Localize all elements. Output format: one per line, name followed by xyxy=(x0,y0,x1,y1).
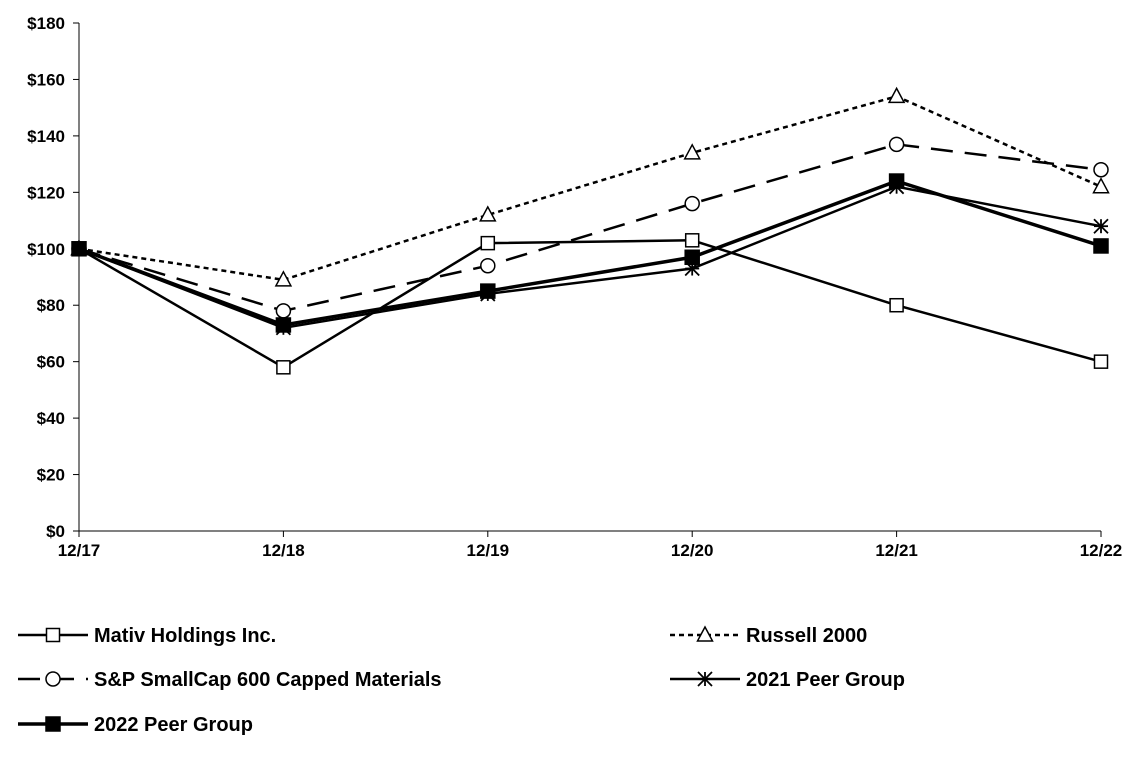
data-point-series-3 xyxy=(684,195,700,212)
x-tick-label: 12/18 xyxy=(262,541,305,560)
x-axis-ticks: 12/17 12/18 12/19 12/20 12/21 12/22 xyxy=(58,531,1123,560)
data-point-series-3 xyxy=(888,136,905,153)
series-line-2 xyxy=(78,95,1102,282)
series-lines xyxy=(78,95,1102,369)
y-tick-label: $180 xyxy=(27,14,65,33)
legend-label: S&P SmallCap 600 Capped Materials xyxy=(94,669,442,691)
legend-marker xyxy=(696,625,714,642)
legend-label: Russell 2000 xyxy=(746,625,867,647)
data-point-series-1 xyxy=(1093,354,1109,369)
data-point-series-1 xyxy=(684,233,700,248)
data-point-series-3 xyxy=(1093,162,1109,178)
plot-area: $0 $20 $40 $60 $80 $100 $120 $140 $160 $180 12/17… xyxy=(27,14,1122,560)
y-axis-ticks: $0 $20 $40 $60 $80 $100 $120 $140 $160 $180 xyxy=(27,14,79,541)
data-point-series-2 xyxy=(683,143,701,160)
y-tick-label: $160 xyxy=(27,70,65,89)
legend-item-5: 2022 Peer Group xyxy=(18,714,253,736)
data-point-series-2 xyxy=(479,205,497,222)
data-point-series-2 xyxy=(887,86,906,104)
y-tick-label: $40 xyxy=(37,409,65,428)
data-point-series-1 xyxy=(889,297,904,313)
legend-marker xyxy=(45,627,61,643)
data-point-series-5 xyxy=(480,283,496,299)
legend-marker xyxy=(697,671,713,687)
series-line-3 xyxy=(78,143,1102,313)
y-tick-label: $80 xyxy=(37,296,65,315)
data-point-series-5 xyxy=(684,249,700,265)
x-tick-label: 12/21 xyxy=(875,541,918,560)
data-point-series-3 xyxy=(480,257,496,274)
y-tick-label: $20 xyxy=(37,466,65,485)
legend-label: 2021 Peer Group xyxy=(746,669,905,691)
legend-item-1: Mativ Holdings Inc. xyxy=(18,625,276,647)
y-tick-label: $140 xyxy=(27,127,65,146)
data-point-series-5 xyxy=(888,173,905,189)
legend-marker xyxy=(45,716,61,732)
legend-item-2: Russell 2000 xyxy=(670,625,867,647)
legend-item-3: S&P SmallCap 600 Capped Materials xyxy=(18,669,442,691)
legend-marker xyxy=(45,671,61,687)
y-tick-label: $120 xyxy=(27,183,65,202)
data-point-series-1 xyxy=(480,235,496,251)
data-point-series-4 xyxy=(1093,218,1109,234)
series-markers xyxy=(70,86,1110,375)
legend: Mativ Holdings Inc. Russell 2000 S&P Small… xyxy=(18,625,905,736)
x-tick-label: 12/19 xyxy=(467,541,510,560)
data-point-series-5 xyxy=(275,317,292,333)
data-point-series-2 xyxy=(1092,177,1110,194)
data-point-series-5 xyxy=(71,241,87,257)
data-point-series-1 xyxy=(276,360,291,375)
y-tick-label: $100 xyxy=(27,240,65,259)
y-tick-label: $0 xyxy=(46,522,65,541)
legend-label: 2022 Peer Group xyxy=(94,714,253,736)
data-point-series-5 xyxy=(1093,238,1109,254)
x-tick-label: 12/22 xyxy=(1080,541,1123,560)
legend-label: Mativ Holdings Inc. xyxy=(94,625,276,647)
y-tick-label: $60 xyxy=(37,353,65,372)
x-tick-label: 12/17 xyxy=(58,541,101,560)
x-tick-label: 12/20 xyxy=(671,541,714,560)
legend-item-4: 2021 Peer Group xyxy=(670,669,905,691)
series-line-1 xyxy=(78,239,1102,369)
data-point-series-2 xyxy=(274,270,293,287)
series-line-5 xyxy=(78,179,1102,327)
data-point-series-3 xyxy=(275,303,292,319)
